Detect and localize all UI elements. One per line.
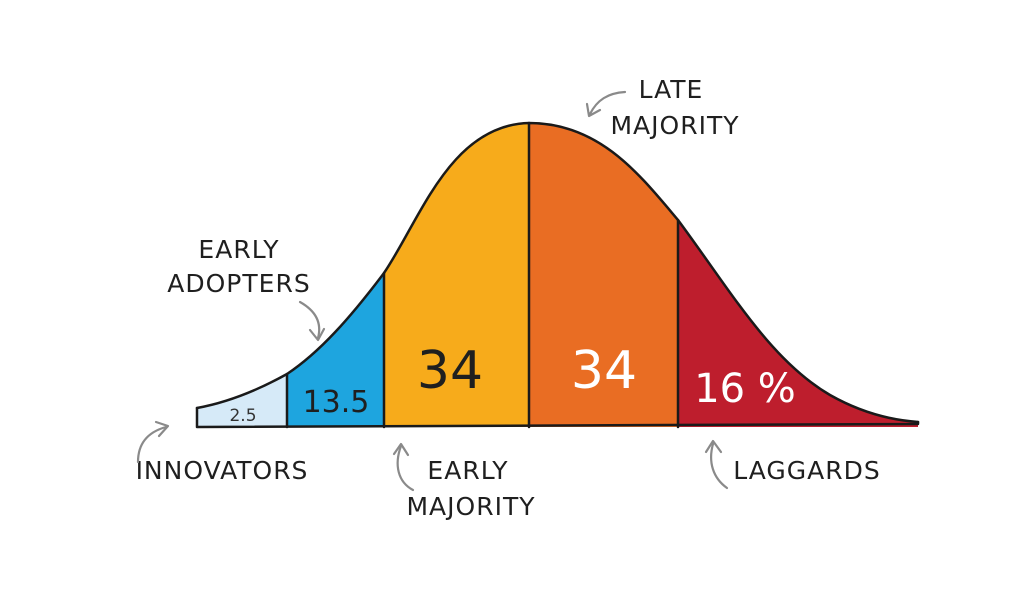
segment-early-adopters — [287, 273, 384, 427]
arrow-early-majority — [392, 442, 415, 492]
baseline — [195, 406, 920, 429]
label-early-adopters-line1: EARLY — [198, 235, 279, 264]
label-late-majority-line2: MAJORITY — [610, 111, 739, 140]
value-innovators: 2.5 — [229, 406, 256, 426]
segment-innovators — [197, 374, 287, 427]
value-late-majority: 34 — [571, 341, 637, 401]
segment-laggards — [678, 220, 918, 427]
value-early-adopters: 13.5 — [303, 385, 370, 420]
arrow-late-majority — [585, 90, 627, 118]
value-early-majority: 34 — [417, 341, 483, 401]
arrow-innovators — [136, 420, 170, 464]
label-late-majority-line1: LATE — [639, 75, 704, 104]
label-early-majority-line2: MAJORITY — [406, 492, 535, 521]
segment-early-majority — [384, 123, 529, 427]
label-innovators: INNOVATORS — [136, 456, 309, 485]
label-laggards: LAGGARDS — [733, 456, 881, 485]
label-early-majority-line1: EARLY — [427, 456, 508, 485]
label-early-adopters-line2: ADOPTERS — [167, 269, 310, 298]
arrow-laggards — [704, 439, 729, 490]
segment-late-majority — [529, 123, 678, 427]
value-laggards: 16 % — [694, 366, 796, 412]
arrow-early-adopters — [298, 300, 326, 342]
